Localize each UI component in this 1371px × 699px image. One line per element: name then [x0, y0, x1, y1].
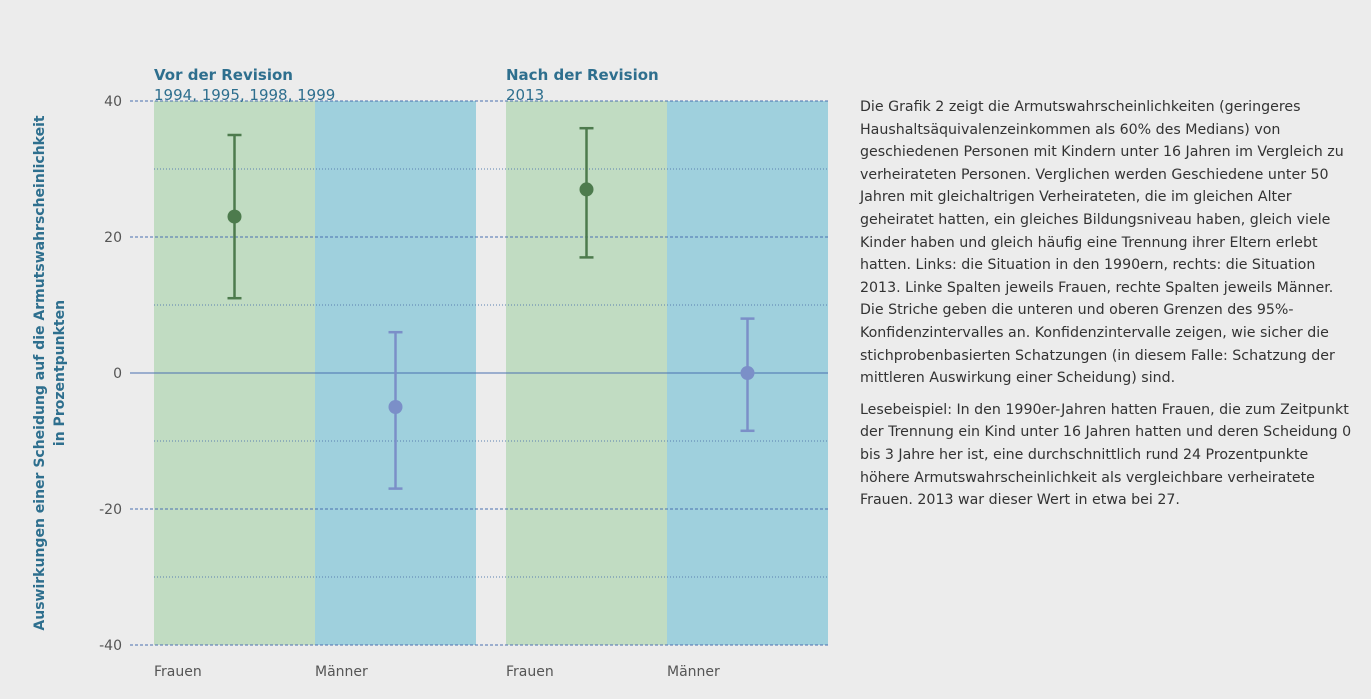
- point: [388, 400, 403, 414]
- x-tick-label: Frauen: [154, 664, 202, 680]
- panel-subtitle: 1994, 1995, 1998, 1999: [154, 86, 335, 104]
- description: Die Grafik 2 zeigt die Armutswahrscheinl…: [860, 96, 1360, 521]
- y-tick-label: -20: [99, 502, 122, 518]
- paragraph: Lesebeispiel: In den 1990er-Jahren hatte…: [860, 401, 1352, 509]
- panel-subtitle: 2013: [506, 86, 544, 104]
- y-axis-title: in Prozentpunkten: [52, 300, 68, 446]
- y-tick-label: 40: [104, 94, 122, 110]
- chart: 40 20 0 -20 -40 Auswirkungen einer Scheidung …: [32, 66, 828, 680]
- y-tick-label: -40: [99, 638, 122, 654]
- y-tick-label: 20: [104, 230, 122, 246]
- y-tick-label: 0: [113, 366, 122, 382]
- panel-title: Vor der Revision: [154, 66, 293, 84]
- point: [227, 209, 242, 224]
- paragraph: Die Grafik 2 zeigt die Armutswahrscheinl…: [860, 99, 1344, 387]
- x-tick-label: Männer: [667, 664, 720, 680]
- panel-title: Nach der Revision: [506, 66, 659, 84]
- x-tick-label: Frauen: [506, 664, 554, 680]
- x-tick-label: Männer: [315, 664, 368, 680]
- point: [740, 366, 755, 380]
- y-axis-title: Auswirkungen einer Scheidung auf die Arm…: [32, 115, 48, 630]
- point: [579, 182, 594, 197]
